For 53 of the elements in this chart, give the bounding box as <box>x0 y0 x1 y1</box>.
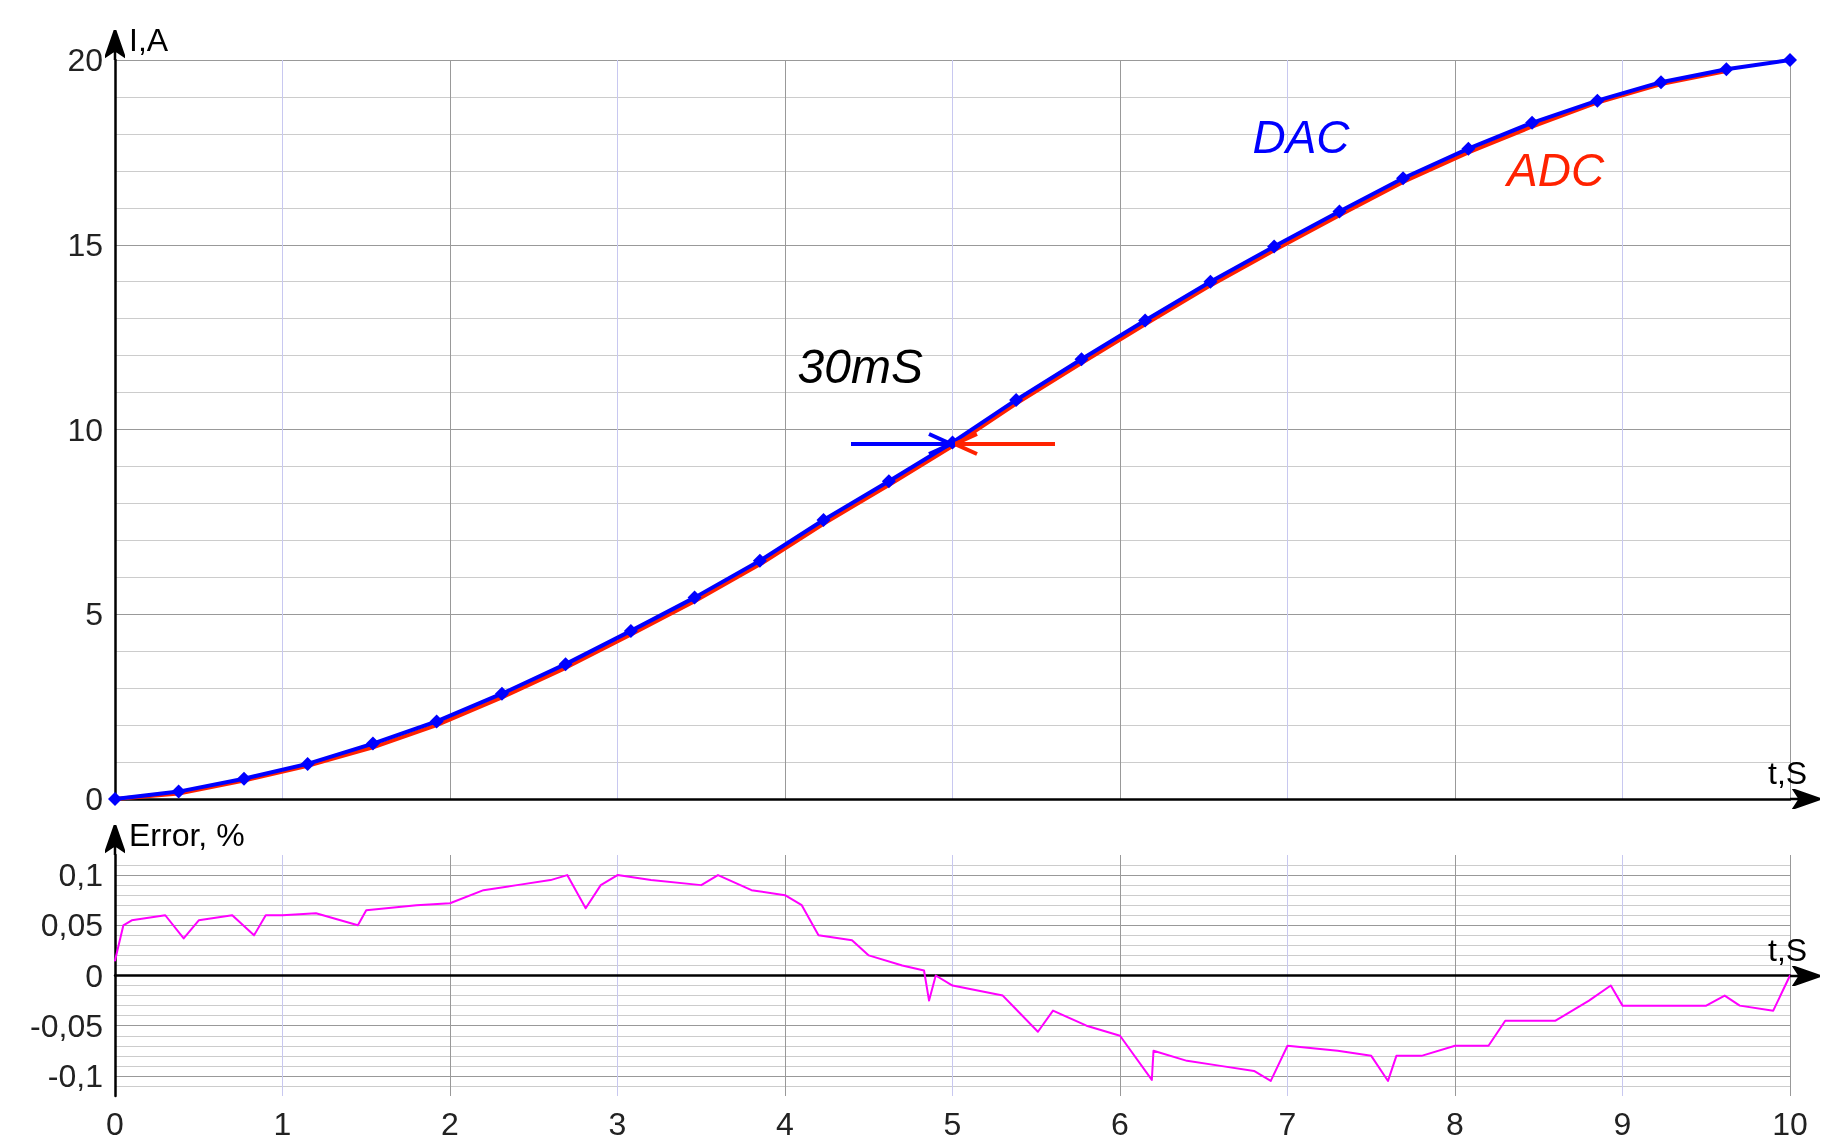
y-tick-label: 15 <box>67 226 103 263</box>
point <box>108 792 122 806</box>
x-tick-label: 1 <box>273 1106 292 1142</box>
y-axis-title: Error, % <box>129 817 245 853</box>
y-tick-label: 0 <box>85 781 103 817</box>
annotation: 30mS <box>797 339 923 395</box>
point <box>494 686 509 701</box>
point <box>558 657 573 672</box>
point <box>1267 239 1282 254</box>
series-label: DAC <box>1252 111 1351 164</box>
x-tick-label: 9 <box>1613 1106 1632 1142</box>
point <box>881 474 896 489</box>
point <box>1074 352 1089 367</box>
point <box>1525 115 1540 130</box>
point <box>752 553 767 568</box>
point <box>300 756 315 771</box>
point <box>1332 204 1347 219</box>
x-tick-label: 6 <box>1111 1106 1129 1142</box>
point <box>1203 274 1218 289</box>
point <box>687 590 702 605</box>
point <box>816 513 831 528</box>
point <box>1719 62 1734 77</box>
point <box>1396 171 1411 186</box>
x-axis-title: t,S <box>1768 755 1808 791</box>
x-tick-label: 3 <box>608 1106 627 1142</box>
point <box>1009 392 1024 407</box>
y-tick-label: -0,1 <box>47 1057 103 1094</box>
x-tick-label: 4 <box>776 1106 794 1142</box>
x-tick-label: 2 <box>441 1106 459 1142</box>
point <box>1654 75 1669 90</box>
y-tick-label: 20 <box>67 42 103 78</box>
x-tick-label: 10 <box>1772 1106 1808 1142</box>
x-tick-label: 8 <box>1446 1106 1464 1142</box>
point <box>1590 93 1605 108</box>
point <box>1461 141 1476 156</box>
x-tick-label: 7 <box>1278 1106 1297 1142</box>
point <box>171 784 186 799</box>
x-axis-title: t,S <box>1768 931 1808 968</box>
y-axis-title: I,A <box>129 22 169 58</box>
y-tick-label: -0,05 <box>30 1007 103 1044</box>
series-label: ADC <box>1504 143 1605 196</box>
point <box>429 714 444 729</box>
point <box>365 736 380 751</box>
point <box>1783 53 1797 67</box>
y-tick-label: 10 <box>67 411 103 448</box>
y-tick-label: 0,1 <box>58 857 103 894</box>
y-tick-label: 0,05 <box>40 907 103 944</box>
y-tick-label: 0 <box>85 957 103 994</box>
point <box>236 771 251 786</box>
y-tick-label: 5 <box>85 596 103 633</box>
point <box>623 623 638 638</box>
x-tick-label: 5 <box>943 1106 962 1142</box>
point <box>1138 313 1153 328</box>
